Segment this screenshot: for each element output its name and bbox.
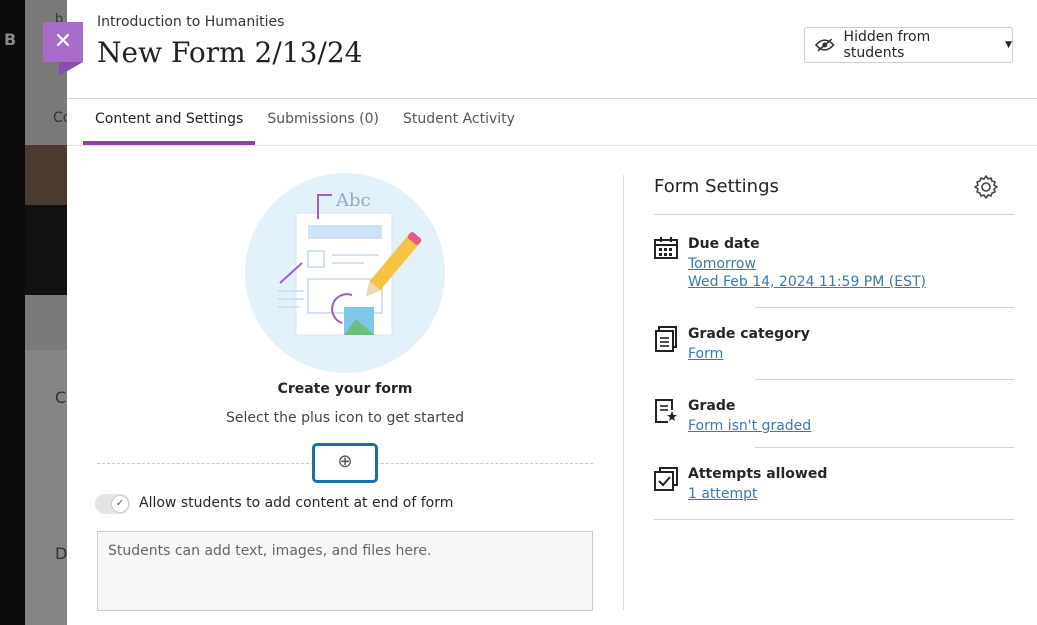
settings-title: Form Settings: [654, 176, 779, 197]
caret-down-icon: ▼: [1005, 40, 1012, 50]
visibility-label: Hidden from students: [843, 29, 931, 61]
background-image: [25, 145, 67, 205]
plus-circle-icon: ⊕: [337, 451, 353, 472]
due-date-relative-link[interactable]: Tomorrow: [688, 256, 756, 272]
divider: [654, 519, 1014, 520]
checkbox-stack-icon: [654, 467, 678, 491]
setting-label: Grade category: [688, 326, 810, 342]
setting-attempts: Attempts allowed 1 attempt: [654, 466, 827, 503]
toggle-label: Allow students to add content at end of …: [139, 495, 454, 511]
peek-text: Co: [53, 110, 72, 126]
peek-text: b: [55, 12, 64, 27]
eye-off-icon: [815, 38, 835, 52]
grade-link[interactable]: Form isn't graded: [688, 418, 812, 434]
page-title[interactable]: New Form 2/13/24: [97, 36, 363, 69]
form-illustration: Abc: [245, 173, 445, 373]
divider: [755, 379, 1014, 380]
due-date-link[interactable]: Wed Feb 14, 2024 11:59 PM (EST): [688, 274, 926, 290]
tab-student-activity[interactable]: Student Activity: [403, 111, 515, 127]
divider: [623, 175, 624, 610]
setting-grade: Grade Form isn't graded: [654, 398, 811, 435]
form-panel: Introduction to Humanities New Form 2/13…: [67, 0, 1037, 625]
divider: [654, 214, 1014, 215]
close-icon: ✕: [53, 29, 73, 54]
allow-content-toggle[interactable]: ✓: [95, 494, 130, 514]
gear-icon[interactable]: [973, 174, 999, 200]
background-page: b Co C D: [25, 0, 71, 625]
divider: [755, 447, 1014, 448]
background-panel: C D: [25, 350, 67, 625]
tab-bar: Content and Settings Submissions (0) Stu…: [83, 99, 527, 145]
add-content-button[interactable]: ⊕: [312, 443, 378, 483]
setting-grade-category: Grade category Form: [654, 326, 810, 363]
calendar-icon: [654, 237, 678, 259]
divider: [755, 307, 1014, 308]
setting-label: Attempts allowed: [688, 466, 828, 482]
grade-star-icon: [655, 399, 677, 423]
peek-text: D: [55, 544, 68, 563]
attempts-link[interactable]: 1 attempt: [688, 486, 758, 502]
peek-text: C: [55, 388, 67, 407]
check-icon: ✓: [111, 495, 129, 513]
student-content-area[interactable]: Students can add text, images, and files…: [97, 531, 593, 611]
sidebar-logo: B: [4, 30, 17, 49]
visibility-dropdown[interactable]: Hidden from students ▼: [804, 27, 1013, 63]
setting-label: Due date: [688, 236, 760, 252]
create-subheading: Select the plus icon to get started: [226, 410, 464, 426]
setting-due-date: Due date Tomorrow Wed Feb 14, 2024 11:59…: [654, 236, 926, 291]
document-icon: [655, 326, 677, 352]
grade-category-link[interactable]: Form: [688, 346, 724, 362]
close-button[interactable]: ✕: [43, 22, 83, 62]
background-sidebar: B: [0, 0, 25, 625]
background-image: [25, 205, 67, 295]
tab-submissions[interactable]: Submissions (0): [267, 111, 380, 127]
divider: [67, 98, 1037, 99]
create-heading: Create your form: [277, 381, 413, 397]
course-name: Introduction to Humanities: [97, 14, 285, 30]
divider: [67, 145, 1037, 146]
illustration-text: Abc: [335, 190, 371, 211]
setting-label: Grade: [688, 398, 736, 414]
tab-content-settings[interactable]: Content and Settings: [83, 99, 256, 145]
